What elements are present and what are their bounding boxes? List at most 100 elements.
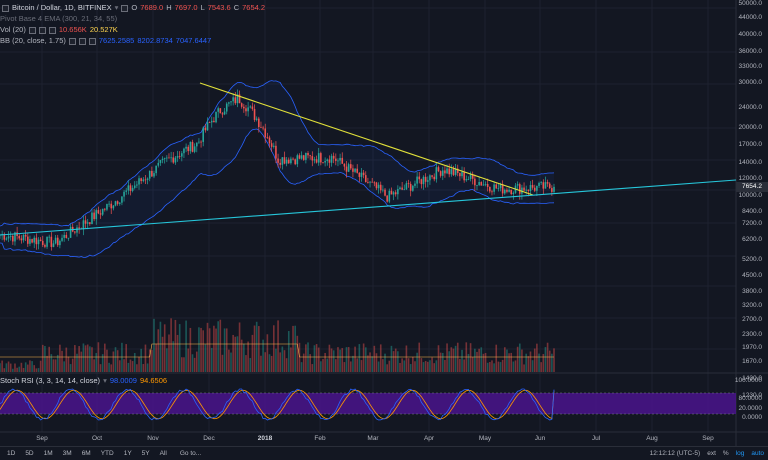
volume-bar [187,348,190,372]
candle-body [358,172,361,177]
range-button-1d[interactable]: 1D [7,450,16,457]
eye-icon[interactable] [28,26,36,34]
candle-body [37,239,40,245]
candle-body [305,152,307,160]
candle-body [516,184,519,186]
candle-body [484,184,487,185]
volume-label[interactable]: Vol (20) [0,25,26,34]
volume-bar [495,344,498,372]
candle-body [332,155,335,159]
volume-bar [287,331,290,372]
volume-bar [172,341,175,372]
log-toggle[interactable]: log [735,450,745,457]
volume-bar [285,358,288,372]
range-button-5d[interactable]: 5D [25,450,34,457]
symbol-title[interactable]: Bitcoin / Dollar, 1D, BITFINEX [12,3,112,12]
volume-bar [213,325,215,372]
candle-body [221,113,224,115]
settings-icon[interactable] [121,4,129,12]
stoch-rsi-d-value: 94.6506 [139,376,168,385]
ext-toggle[interactable]: ext [707,450,716,457]
candle-body [225,103,228,112]
candle-body [185,146,187,149]
volume-bar [551,353,553,372]
candle-body [471,174,474,179]
range-button-all[interactable]: All [159,450,167,457]
chart-canvas[interactable] [0,0,768,446]
candle-body [266,137,269,139]
candle-body [486,184,489,187]
goto-button[interactable]: Go to... [179,450,202,457]
gear-icon[interactable] [78,37,86,45]
range-button-5y[interactable]: 5Y [141,450,150,457]
volume-bar [195,351,198,372]
bb-fill [0,80,554,258]
clock-label[interactable]: 12:12:12 (UTC-5) [649,450,701,457]
volume-bar [386,364,388,372]
volume-bar [504,347,506,372]
volume-bar [484,352,487,372]
volume-bar [95,353,98,372]
volume-bar [71,358,74,372]
eye-icon[interactable] [68,37,76,45]
range-button-1y[interactable]: 1Y [123,450,132,457]
candle-body [501,184,504,194]
range-button-6m[interactable]: 6M [81,450,91,457]
volume-bar [536,343,538,372]
collapse-toggle-icon[interactable] [2,4,9,12]
bottom-toolbar: 1D 5D 1M 3M 6M YTD 1Y 5Y All Go to... 12:12:12 (… [0,446,768,460]
volume-bar [486,362,489,372]
gear-icon[interactable] [38,26,46,34]
ohlc-close-label: C [233,3,240,12]
time-axis-tick: May [478,435,492,442]
candle-body [341,157,344,164]
stoch-rsi-label[interactable]: Stoch RSI (3, 3, 14, 14, close) [0,376,101,385]
candle-body [465,179,468,181]
candle-body [97,210,100,214]
candle-body [371,181,373,183]
candle-body [219,108,222,114]
candle-body [281,157,284,165]
volume-bar [418,342,421,372]
candle-body [339,157,341,161]
range-button-ytd[interactable]: YTD [100,450,114,457]
close-icon[interactable] [48,26,56,34]
volume-bar [493,363,495,372]
candle-body [431,175,433,177]
volume-bar [469,343,472,372]
candle-body [461,171,463,177]
candle-body [448,168,450,175]
volume-bar [198,327,200,372]
candle-body [456,168,459,174]
volume-bar [136,364,138,372]
volume-bar [439,352,442,372]
candle-body [166,157,168,159]
volume-bar [296,335,299,372]
auto-toggle[interactable]: auto [751,450,764,457]
candle-body [409,183,412,191]
candle-body [275,145,277,159]
chevron-down-icon[interactable]: ▾ [114,3,119,12]
bb-label[interactable]: BB (20, close, 1.75) [0,36,66,45]
candle-body [523,187,525,191]
volume-bar [546,342,549,372]
candle-body [270,143,273,147]
volume-bar [292,325,294,372]
percent-toggle[interactable]: % [722,450,729,457]
candle-body [292,158,294,160]
volume-bar [129,359,132,372]
volume-bar [183,357,185,372]
volume-bar [414,361,416,372]
candle-body [343,163,346,167]
chevron-down-icon[interactable]: ▾ [103,376,107,385]
candle-body [232,97,234,102]
range-button-1m[interactable]: 1M [43,450,53,457]
close-icon[interactable] [88,37,96,45]
volume-bar [420,358,423,372]
volume-bar [18,366,21,372]
candle-body [234,97,237,104]
candle-body [155,165,157,174]
volume-bar [446,343,448,372]
range-button-3m[interactable]: 3M [62,450,72,457]
pivot-indicator-label[interactable]: Pivot Base 4 EMA (300, 21, 34, 55) [0,14,118,23]
